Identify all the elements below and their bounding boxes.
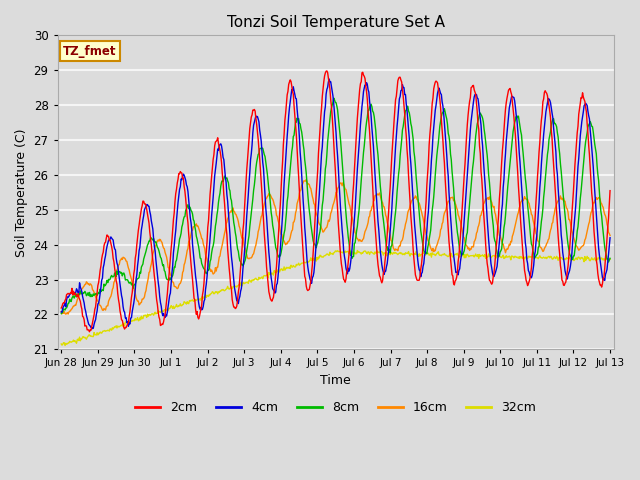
Y-axis label: Soil Temperature (C): Soil Temperature (C) [15,128,28,257]
Legend: 2cm, 4cm, 8cm, 16cm, 32cm: 2cm, 4cm, 8cm, 16cm, 32cm [130,396,541,420]
X-axis label: Time: Time [320,374,351,387]
Text: TZ_fmet: TZ_fmet [63,45,116,58]
Title: Tonzi Soil Temperature Set A: Tonzi Soil Temperature Set A [227,15,445,30]
